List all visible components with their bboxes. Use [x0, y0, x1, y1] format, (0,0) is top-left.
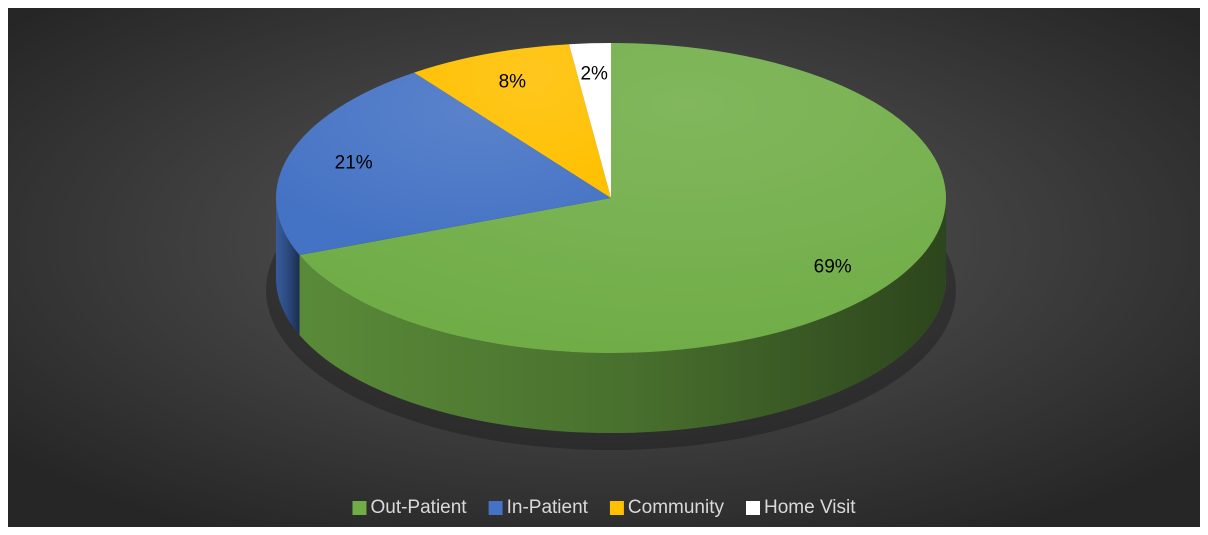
side-shade [276, 198, 300, 336]
data-label: 69% [814, 257, 852, 278]
legend-item: Community [609, 497, 725, 518]
slice-gloss [569, 43, 611, 198]
legend-swatch [488, 501, 503, 515]
legend-item: Out-Patient [352, 497, 467, 518]
legend-swatch [746, 501, 760, 515]
data-label: 2% [580, 63, 608, 84]
slice-gloss [299, 43, 946, 353]
legend-label: Home Visit [764, 497, 856, 518]
data-label: 21% [335, 152, 373, 173]
data-label: 8% [499, 72, 527, 93]
legend-label: Out-Patient [370, 497, 467, 518]
legend-label: In-Patient [507, 497, 589, 518]
legend-swatch [609, 501, 624, 515]
side-shade [299, 198, 946, 434]
legend-swatch [352, 501, 367, 515]
legend-item: In-Patient [488, 497, 589, 518]
slice-gloss [275, 72, 611, 256]
legend-label: Community [628, 497, 725, 518]
slice-gloss [414, 44, 611, 198]
legend-item: Home Visit [746, 497, 856, 518]
